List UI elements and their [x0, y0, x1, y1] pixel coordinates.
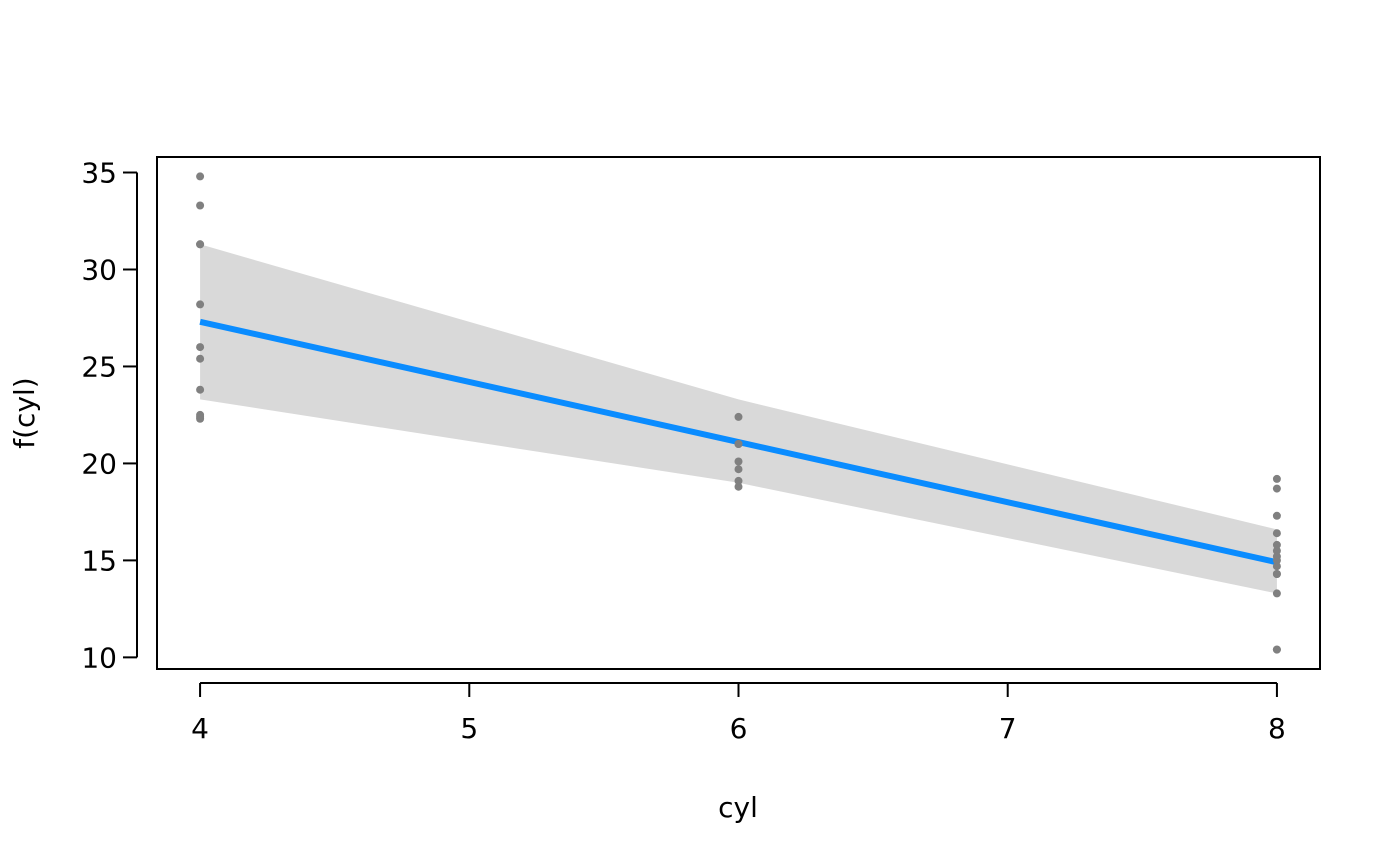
- data-point: [1272, 570, 1281, 578]
- data-point: [734, 465, 743, 474]
- data-point: [1272, 645, 1281, 654]
- data-point: [1272, 589, 1281, 598]
- y-tick-label: 10: [81, 641, 117, 674]
- y-tick-label: 30: [81, 253, 117, 286]
- data-point: [196, 300, 205, 309]
- y-tick-label: 25: [81, 350, 117, 383]
- data-point: [734, 440, 743, 448]
- x-tick-label: 7: [999, 712, 1017, 745]
- data-point: [734, 476, 743, 485]
- data-point: [196, 385, 205, 394]
- x-axis-title: cyl: [718, 791, 758, 824]
- x-tick-label: 6: [730, 712, 748, 745]
- data-point: [196, 343, 205, 352]
- data-point: [734, 482, 743, 491]
- x-tick-label: 5: [460, 712, 478, 745]
- y-tick-label: 15: [81, 544, 117, 577]
- y-axis-title: f(cyl): [8, 377, 41, 448]
- y-tick-label: 35: [81, 157, 117, 190]
- data-point: [1272, 529, 1281, 538]
- data-point: [196, 172, 205, 181]
- data-point: [196, 354, 205, 363]
- y-tick-label: 20: [81, 447, 117, 480]
- data-point: [1272, 511, 1281, 520]
- data-point: [1272, 556, 1281, 565]
- data-point: [1272, 474, 1281, 483]
- data-point: [1272, 484, 1281, 493]
- data-point: [196, 240, 205, 249]
- data-point: [196, 410, 205, 419]
- x-tick-label: 4: [191, 712, 209, 745]
- data-point: [734, 412, 743, 421]
- data-point: [1272, 540, 1281, 549]
- x-tick-label: 8: [1268, 712, 1286, 745]
- data-point: [734, 457, 743, 466]
- plot-frame: [156, 156, 1321, 670]
- data-point: [1272, 562, 1281, 571]
- data-point: [196, 201, 205, 210]
- data-point: [1272, 546, 1281, 555]
